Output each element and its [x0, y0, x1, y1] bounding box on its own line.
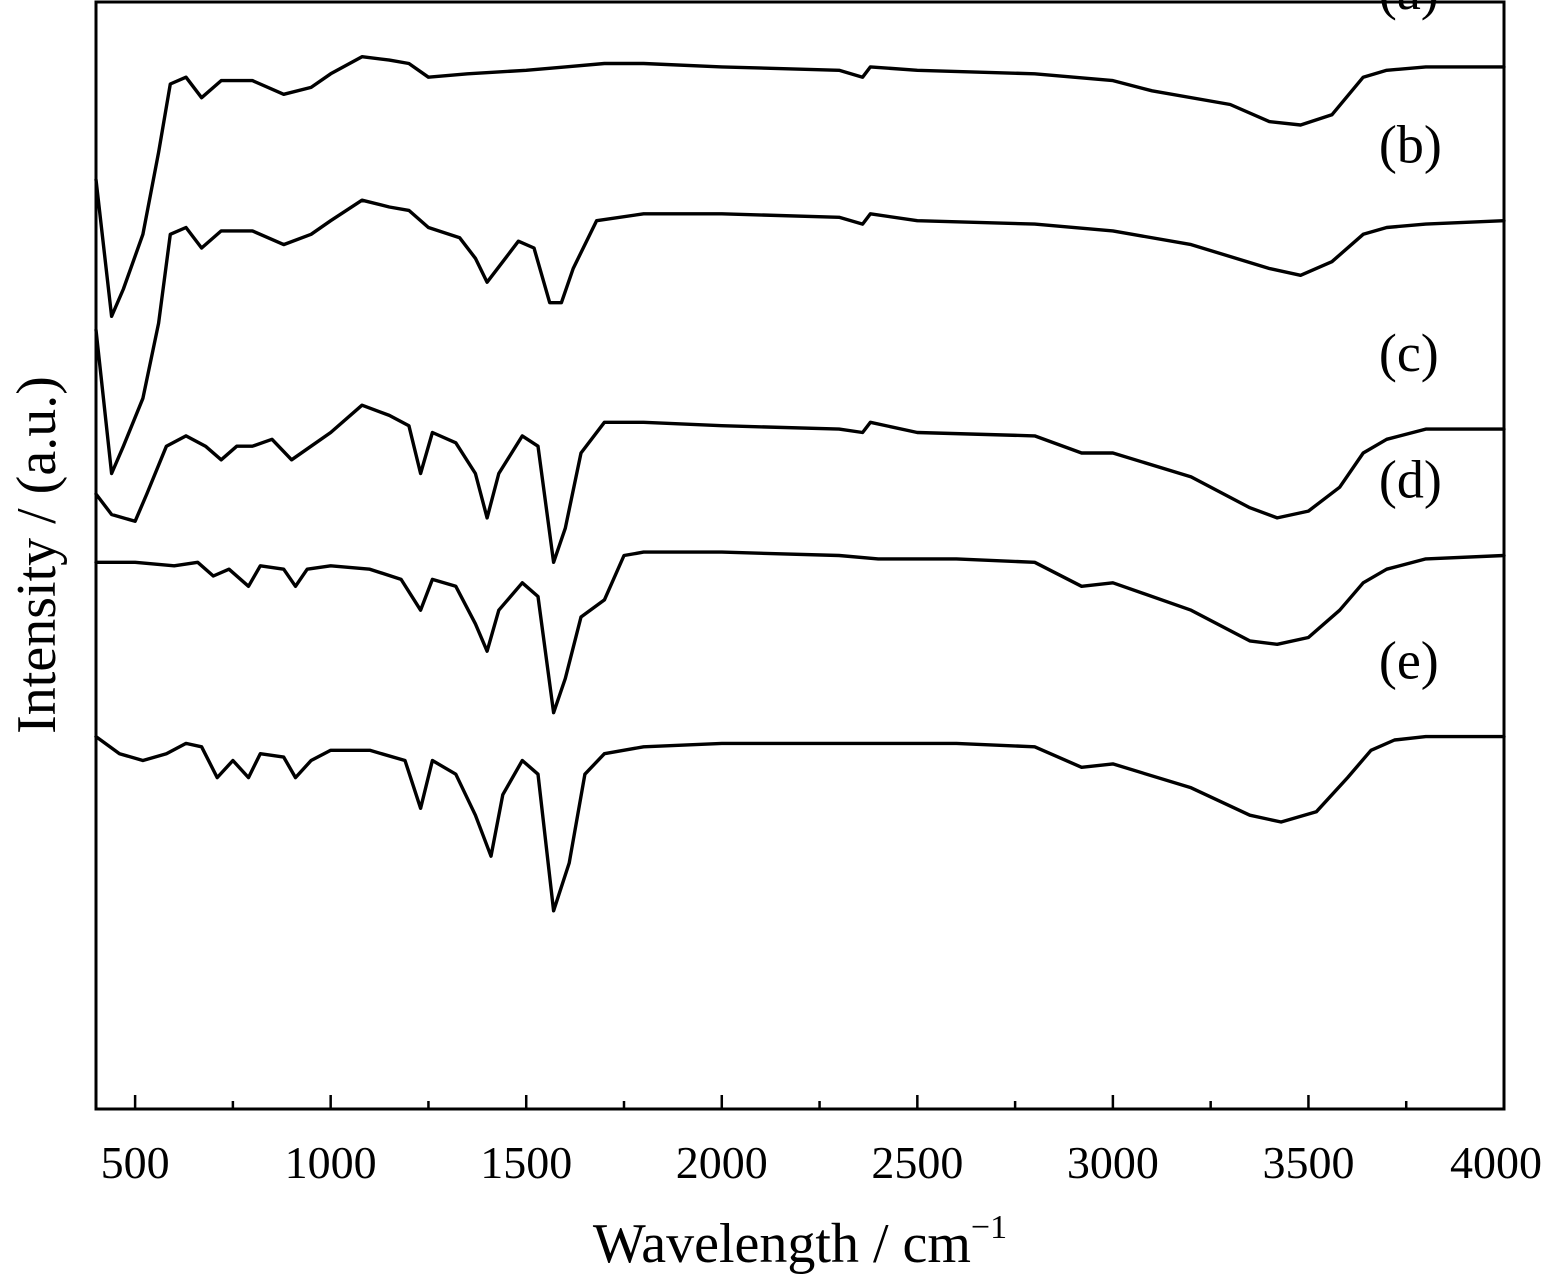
spectrum-line-b	[94, 198, 1506, 476]
x-axis-label-text: Wavelength / cm	[593, 1213, 971, 1275]
series-label-c: (c)	[1379, 323, 1439, 383]
series-label-a: (a)	[1379, 0, 1439, 21]
x-axis-label-superscript: −1	[971, 1209, 1007, 1246]
x-tick-label-4000: 4000	[1450, 1137, 1542, 1188]
series-label-e: (e)	[1379, 631, 1439, 691]
series-label-d: (d)	[1379, 450, 1442, 510]
y-axis-label: Intensity / (a.u.)	[6, 376, 68, 734]
x-tick-label-1000: 1000	[285, 1137, 377, 1188]
spectrum-line-d	[94, 550, 1506, 715]
x-tick-label-500: 500	[101, 1137, 170, 1188]
x-tick-label-2000: 2000	[676, 1137, 768, 1188]
x-tick-label-1500: 1500	[480, 1137, 572, 1188]
x-tick-label-2500: 2500	[871, 1137, 963, 1188]
x-tick-label-3500: 3500	[1262, 1137, 1354, 1188]
spectrum-line-c	[94, 403, 1506, 564]
series-label-b: (b)	[1379, 115, 1442, 175]
spectrum-line-e	[94, 734, 1506, 913]
x-axis-label: Wavelength / cm−1	[593, 1209, 1007, 1275]
x-axis-ticks: 500 1000 1500 2000 2500 3000 3500 4000	[101, 1095, 1542, 1188]
x-tick-label-3000: 3000	[1067, 1137, 1159, 1188]
series-label-layer: (a) (b) (c) (d) (e)	[1379, 0, 1442, 691]
series-layer	[94, 55, 1506, 913]
spectrum-line-a	[94, 55, 1506, 318]
